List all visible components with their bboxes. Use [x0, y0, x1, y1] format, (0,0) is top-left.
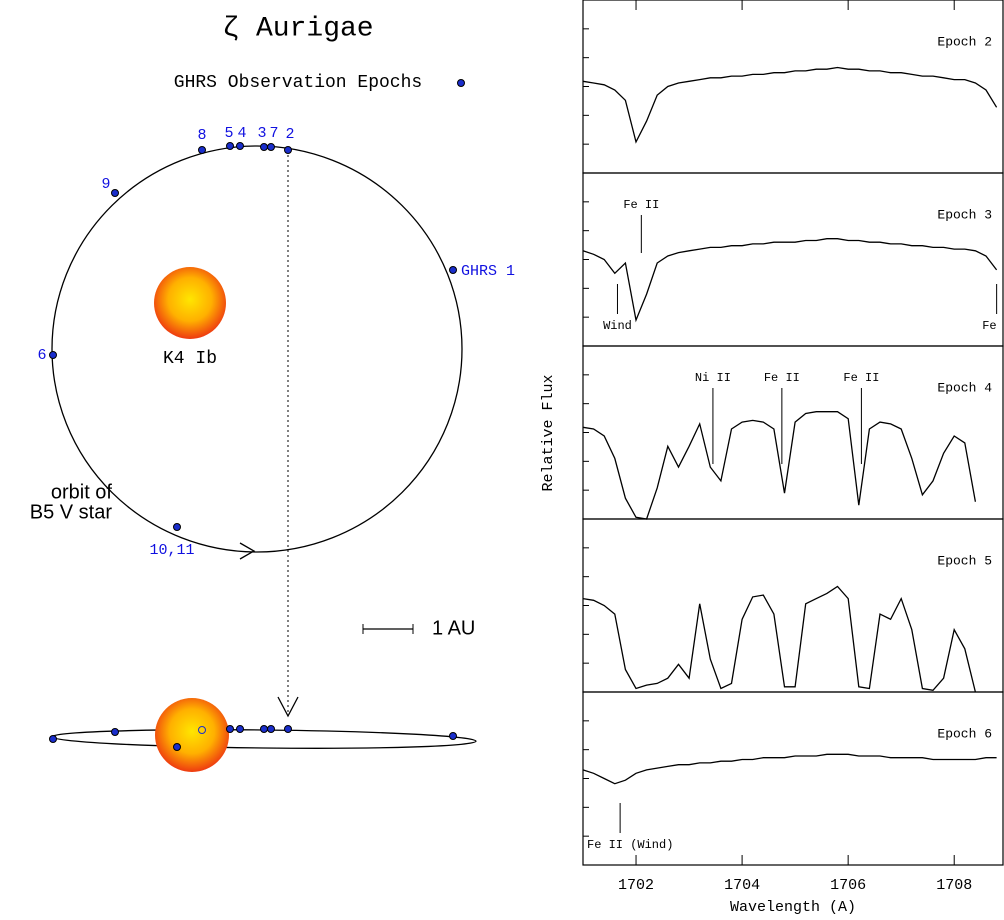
epoch-point-edge-on	[49, 735, 57, 743]
orbit	[51, 145, 463, 553]
y-axis-label: Relative Flux	[540, 374, 557, 491]
epoch-point	[267, 143, 275, 151]
epoch-point	[49, 351, 57, 359]
scale-label: 1 AU	[432, 617, 475, 639]
primary-label: K4 Ib	[163, 349, 217, 369]
annotation-label: Wind	[603, 319, 632, 333]
epoch-point-edge-on	[198, 726, 206, 734]
spectrum-line	[582, 753, 997, 785]
spectrum-line	[582, 238, 998, 323]
epoch-label: 7	[269, 125, 278, 142]
x-tick-label: 1704	[724, 877, 760, 894]
epoch-point	[284, 146, 292, 154]
epoch-label: GHRS 1	[461, 263, 515, 280]
epoch-label: 5	[224, 125, 233, 142]
x-tick-label: 1706	[830, 877, 866, 894]
panel-label: Epoch 6	[937, 726, 992, 741]
x-axis-label: Wavelength (A)	[730, 899, 856, 916]
panel-label: Epoch 5	[937, 553, 992, 568]
epoch-point	[173, 523, 181, 531]
spectrum-line	[582, 411, 977, 520]
legend-text: GHRS Observation Epochs	[174, 73, 422, 93]
epoch-point	[260, 143, 268, 151]
primary-star-edge-on	[155, 698, 229, 772]
diagram-title: ζ Aurigae	[222, 13, 373, 44]
panel-frame	[582, 0, 1004, 174]
epoch-point	[449, 266, 457, 274]
epoch-point	[111, 189, 119, 197]
epoch-point-edge-on	[236, 725, 244, 733]
panel-label: Epoch 2	[937, 34, 992, 49]
epoch-label: 8	[197, 127, 206, 144]
epoch-label: 4	[237, 125, 246, 142]
orbit-label: B5 V star	[30, 501, 113, 523]
orbit-label: orbit of	[51, 481, 113, 503]
epoch-label: 3	[257, 125, 266, 142]
annotation-label: Fe I	[982, 319, 1004, 333]
annotation-label: Fe II	[764, 371, 800, 385]
epoch-point	[198, 146, 206, 154]
epoch-label: 2	[285, 126, 294, 143]
epoch-point-edge-on	[226, 725, 234, 733]
annotation-label: Fe II (Wind)	[587, 838, 673, 852]
epoch-point-edge-on	[267, 725, 275, 733]
panel-label: Epoch 3	[937, 207, 992, 222]
annotation-label: Ni II	[695, 371, 731, 385]
panel-label: Epoch 4	[937, 380, 992, 395]
orbit-diagram: ζ Aurigae GHRS Observation Epochs K4 Ib …	[30, 13, 515, 772]
annotation-label: Fe II	[843, 371, 879, 385]
annotation-label: Fe II	[623, 198, 659, 212]
spectra: Wavelength (A) Relative Flux Epoch 2 Epoc…	[540, 0, 1004, 916]
epoch-label: 9	[101, 176, 110, 193]
epoch-point-edge-on	[449, 732, 457, 740]
spectrum-line	[582, 585, 977, 693]
projection-arrow	[277, 696, 299, 718]
epoch-point-edge-on	[260, 725, 268, 733]
epoch-point-edge-on	[111, 728, 119, 736]
epoch-label: 10,11	[149, 542, 194, 559]
primary-star	[154, 267, 226, 339]
epoch-label: 6	[37, 347, 46, 364]
x-tick-label: 1708	[936, 877, 972, 894]
epoch-point	[236, 142, 244, 150]
legend-dot	[457, 79, 465, 87]
panel-frame	[582, 518, 1004, 693]
epoch-point-edge-on	[284, 725, 292, 733]
epoch-point-edge-on	[173, 743, 181, 751]
spectrum-line	[582, 66, 998, 144]
epoch-point	[226, 142, 234, 150]
orbit-arrow	[239, 542, 256, 560]
x-tick-label: 1702	[618, 877, 654, 894]
